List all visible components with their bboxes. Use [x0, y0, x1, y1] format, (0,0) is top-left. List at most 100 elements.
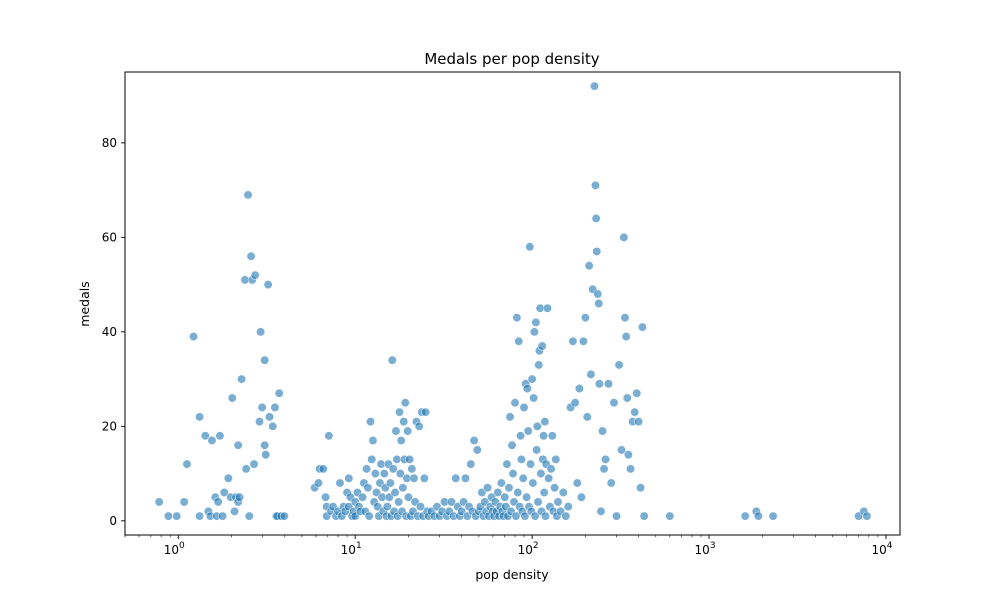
data-point [529, 393, 539, 403]
x-tick-label: 102 [518, 541, 539, 557]
data-point [522, 492, 532, 502]
data-point [568, 336, 578, 346]
data-point [405, 454, 415, 464]
data-point [394, 407, 404, 417]
y-axis-ticks: 0 20 40 60 80 [102, 136, 125, 528]
data-point [403, 426, 413, 436]
data-point [582, 412, 592, 422]
data-point [387, 355, 397, 365]
data-point [753, 511, 763, 521]
data-point [367, 454, 377, 464]
data-point [500, 492, 510, 502]
data-point [544, 473, 554, 483]
data-point [505, 412, 515, 422]
data-point [496, 478, 506, 488]
data-point [533, 497, 543, 507]
data-point [623, 450, 633, 460]
data-point [632, 388, 642, 398]
data-point [547, 431, 557, 441]
data-point [493, 487, 503, 497]
data-point [570, 398, 580, 408]
data-point [451, 473, 461, 483]
data-point [576, 492, 586, 502]
y-tick-label: 0 [109, 514, 117, 528]
data-point [578, 336, 588, 346]
data-point [514, 336, 524, 346]
data-point [195, 511, 205, 521]
data-point [257, 402, 267, 412]
data-point [558, 487, 568, 497]
data-point [525, 242, 535, 252]
data-point [249, 459, 259, 469]
data-point [200, 431, 210, 441]
data-point [364, 511, 374, 521]
data-point [550, 483, 560, 493]
data-point [235, 492, 245, 502]
data-point [621, 332, 631, 342]
data-point [324, 431, 334, 441]
data-point [260, 440, 270, 450]
data-point [419, 473, 429, 483]
data-point [626, 464, 636, 474]
data-point [219, 487, 229, 497]
data-point [446, 497, 456, 507]
data-point [390, 487, 400, 497]
data-point [483, 483, 493, 493]
data-point [523, 426, 533, 436]
data-point [421, 407, 431, 417]
data-point [572, 478, 582, 488]
data-point [382, 502, 392, 512]
data-point [619, 232, 629, 242]
data-point [601, 454, 611, 464]
data-point [540, 511, 550, 521]
data-point [268, 421, 278, 431]
data-point [255, 417, 265, 427]
data-point [313, 478, 323, 488]
data-point [510, 398, 520, 408]
data-point [526, 459, 536, 469]
data-point [250, 270, 260, 280]
data-point [502, 459, 512, 469]
data-point [182, 459, 192, 469]
data-point [392, 454, 402, 464]
data-point [534, 360, 544, 370]
data-point [530, 511, 540, 521]
data-point [274, 388, 284, 398]
data-point [344, 473, 354, 483]
data-point [536, 469, 546, 479]
data-point [516, 431, 526, 441]
data-point [321, 492, 331, 502]
data-point [603, 379, 613, 389]
data-point [539, 487, 549, 497]
x-tick-label: 104 [871, 541, 892, 557]
x-tick-label: 100 [164, 541, 185, 557]
data-point [584, 261, 594, 271]
data-point [563, 502, 573, 512]
data-point [596, 506, 606, 516]
points-layer [154, 81, 872, 521]
data-point [362, 464, 372, 474]
data-point [594, 379, 604, 389]
data-point [513, 487, 523, 497]
data-point [599, 464, 609, 474]
data-point [507, 440, 517, 450]
data-point [620, 313, 630, 323]
data-point [318, 464, 328, 474]
data-point [469, 436, 479, 446]
data-point [593, 289, 603, 299]
data-point [394, 497, 404, 507]
data-point [519, 402, 529, 412]
chart-title: Medals per pop density [424, 50, 599, 68]
data-point [594, 298, 604, 308]
y-tick-label: 40 [102, 325, 117, 339]
data-point [537, 341, 547, 351]
data-point [407, 464, 417, 474]
data-point [399, 417, 409, 427]
data-point [263, 280, 273, 290]
data-point [508, 469, 518, 479]
data-point [630, 407, 640, 417]
data-point [244, 511, 254, 521]
data-point [591, 213, 601, 223]
data-point [391, 426, 401, 436]
